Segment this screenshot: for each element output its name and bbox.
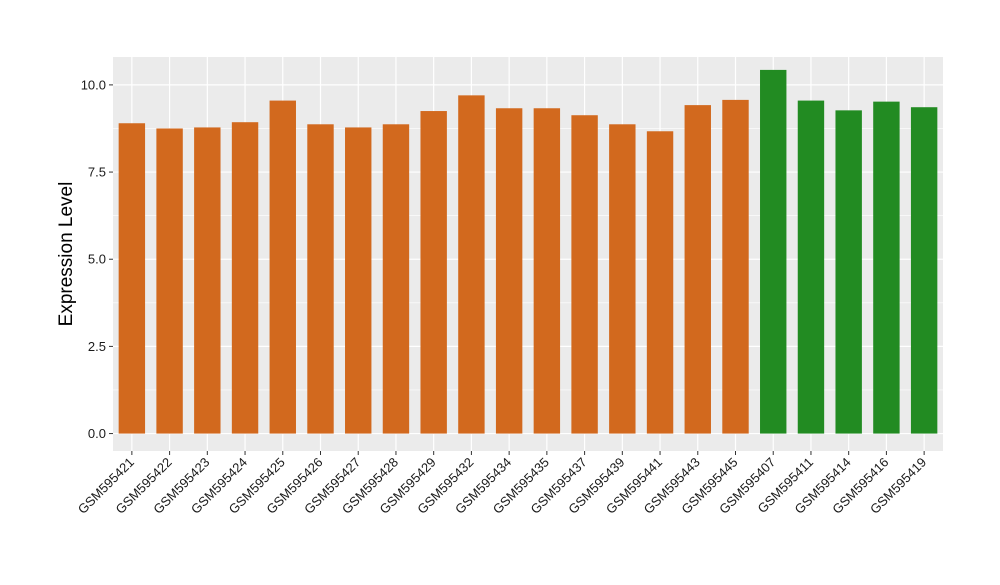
bar-GSM595435 [533, 108, 561, 434]
y-axis: 0.0 2.5 5.0 7.5 10.0 [81, 77, 113, 441]
bar-GSM595427 [345, 127, 372, 434]
bar-GSM595419 [910, 107, 938, 434]
bar-GSM595441 [646, 131, 674, 434]
y-tick-label: 10.0 [81, 77, 106, 92]
bar-GSM595429 [420, 111, 447, 434]
y-axis-label: Expression Level [56, 182, 77, 327]
bar-GSM595421 [118, 123, 146, 434]
bar-GSM595426 [307, 124, 334, 434]
bar-GSM595445 [722, 99, 749, 434]
bar-GSM595424 [231, 122, 259, 434]
bar-GSM595407 [760, 69, 787, 434]
y-tick-label: 7.5 [88, 165, 106, 180]
bar-GSM595423 [194, 127, 221, 434]
bar-GSM595414 [835, 110, 862, 434]
bar-GSM595432 [458, 95, 485, 434]
y-tick-label: 2.5 [88, 339, 106, 354]
bar-GSM595411 [797, 100, 825, 434]
y-tick-label: 5.0 [88, 252, 106, 267]
bar-GSM595437 [571, 115, 598, 434]
bar-GSM595425 [269, 100, 296, 434]
bar-GSM595443 [684, 105, 711, 434]
bar-GSM595428 [382, 124, 410, 434]
bar-GSM595416 [873, 101, 900, 434]
bar-GSM595434 [495, 108, 523, 434]
bar-GSM595422 [156, 128, 183, 434]
bars [118, 69, 938, 434]
x-axis: GSM595421GSM595422GSM595423GSM595424GSM5… [75, 451, 929, 517]
y-tick-label: 0.0 [88, 426, 106, 441]
bar-GSM595439 [609, 124, 636, 434]
